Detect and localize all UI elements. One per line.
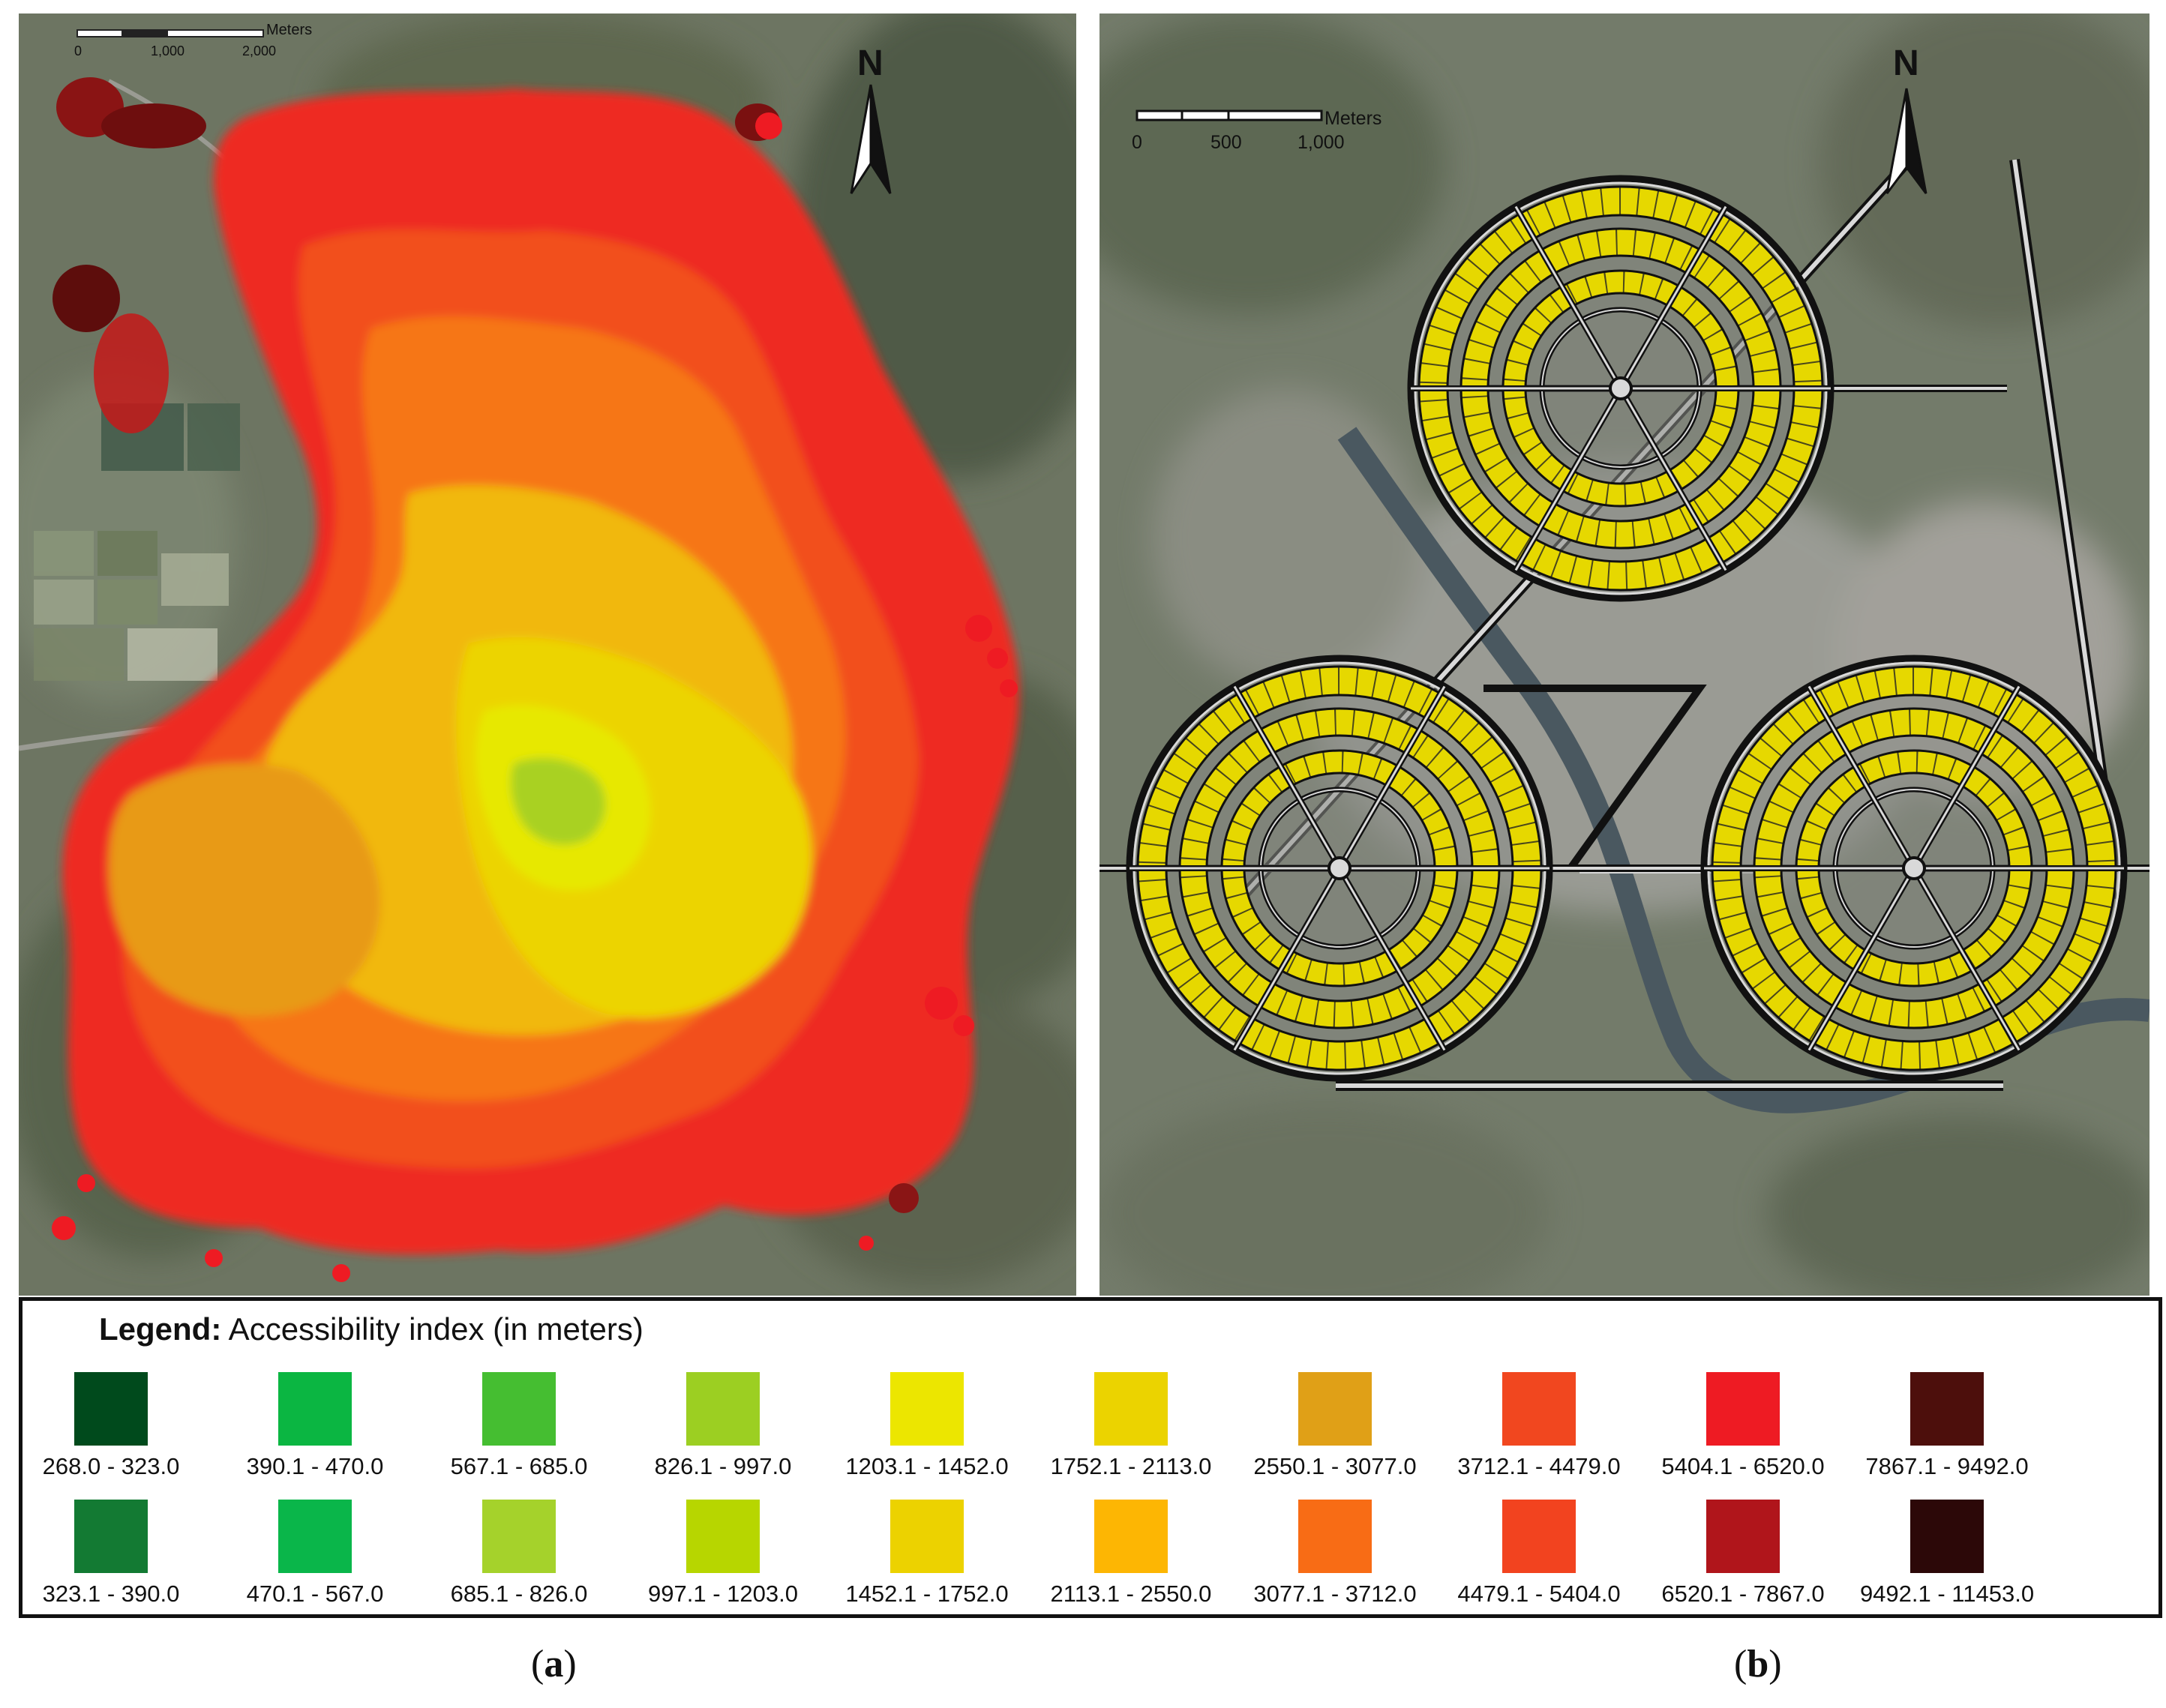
scale-unit-b: Meters xyxy=(1324,108,1382,129)
caption-a: (a) xyxy=(531,1642,577,1686)
north-arrow-b: N xyxy=(1886,43,1928,194)
north-label-b: N xyxy=(1893,43,1919,83)
legend-item: 3077.1 - 3712.0 xyxy=(1238,1500,1432,1608)
legend-item: 1452.1 - 1752.0 xyxy=(830,1500,1024,1608)
legend-label: 390.1 - 470.0 xyxy=(246,1453,384,1479)
legend-label: 470.1 - 567.0 xyxy=(246,1581,384,1607)
legend-item: 268.0 - 323.0 xyxy=(14,1372,208,1480)
legend-label: 5404.1 - 6520.0 xyxy=(1661,1453,1825,1479)
legend-item: 1752.1 - 2113.0 xyxy=(1034,1372,1228,1480)
north-arrow-a: N xyxy=(850,43,892,194)
legend-swatch xyxy=(1706,1372,1780,1446)
cluster-2 xyxy=(1700,655,2128,1082)
scale-tick-a-1: 1,000 xyxy=(151,43,184,58)
legend-label: 2113.1 - 2550.0 xyxy=(1050,1581,1212,1607)
legend-box: Legend: Accessibility index (in meters) … xyxy=(19,1297,2162,1618)
legend-item: 4479.1 - 5404.0 xyxy=(1442,1500,1636,1608)
map-panel-b: Meters 0 500 1,000 N xyxy=(1100,13,2150,1296)
model-layout-map-b: Meters 0 500 1,000 N xyxy=(1100,13,2150,1296)
scale-tick-a-2: 2,000 xyxy=(242,43,276,58)
legend-item: 3712.1 - 4479.0 xyxy=(1442,1372,1636,1480)
high-index-clusters-a xyxy=(52,77,919,1213)
scale-bar-b: Meters 0 500 1,000 xyxy=(1132,108,1382,153)
scale-bar-a: Meters 0 1,000 2,000 xyxy=(74,22,312,58)
legend-item: 826.1 - 997.0 xyxy=(626,1372,820,1480)
legend-swatch xyxy=(278,1500,352,1573)
legend-label: 1752.1 - 2113.0 xyxy=(1050,1453,1212,1479)
legend-item: 6520.1 - 7867.0 xyxy=(1646,1500,1840,1608)
legend-swatch xyxy=(890,1372,964,1446)
cluster-1 xyxy=(1126,655,1553,1082)
legend-swatch xyxy=(1094,1372,1168,1446)
legend-swatch xyxy=(1094,1500,1168,1573)
legend-item: 685.1 - 826.0 xyxy=(422,1500,616,1608)
caption-a-open: ( xyxy=(531,1643,544,1686)
legend-label: 997.1 - 1203.0 xyxy=(648,1581,798,1607)
cluster-layout xyxy=(1126,175,2128,1082)
legend-item: 9492.1 - 11453.0 xyxy=(1850,1500,2044,1608)
legend-swatch xyxy=(482,1372,556,1446)
legend-label: 7867.1 - 9492.0 xyxy=(1865,1453,2029,1479)
legend-label: 9492.1 - 11453.0 xyxy=(1859,1581,2035,1607)
legend-label: 1452.1 - 1752.0 xyxy=(845,1581,1009,1607)
legend-item: 323.1 - 390.0 xyxy=(14,1500,208,1608)
caption-a-close: ) xyxy=(563,1643,577,1686)
legend-title: Legend: Accessibility index (in meters) xyxy=(99,1311,644,1347)
legend-swatch xyxy=(1910,1372,1984,1446)
legend-label: 268.0 - 323.0 xyxy=(42,1453,180,1479)
scale-tick-a-0: 0 xyxy=(74,43,82,58)
caption-b: (b) xyxy=(1734,1642,1782,1686)
caption-b-letter: b xyxy=(1747,1643,1769,1686)
accessibility-surface-a xyxy=(62,88,1020,1255)
legend-swatch xyxy=(1502,1500,1576,1573)
legend-item: 1203.1 - 1452.0 xyxy=(830,1372,1024,1480)
legend-item: 470.1 - 567.0 xyxy=(218,1500,412,1608)
legend-label: 826.1 - 997.0 xyxy=(654,1453,792,1479)
legend-swatch xyxy=(1298,1500,1372,1573)
legend-item: 567.1 - 685.0 xyxy=(422,1372,616,1480)
legend-title-text: Accessibility index (in meters) xyxy=(221,1311,644,1347)
legend-label: 3712.1 - 4479.0 xyxy=(1457,1453,1621,1479)
legend-swatch xyxy=(1910,1500,1984,1573)
legend-swatch xyxy=(1502,1372,1576,1446)
legend-item: 390.1 - 470.0 xyxy=(218,1372,412,1480)
caption-a-letter: a xyxy=(544,1643,564,1686)
cluster-0 xyxy=(1407,175,1834,602)
caption-b-close: ) xyxy=(1768,1643,1782,1686)
scale-tick-b-0: 0 xyxy=(1132,132,1142,153)
legend-swatch xyxy=(1706,1500,1780,1573)
north-label-a: N xyxy=(857,43,884,83)
legend-swatch xyxy=(278,1372,352,1446)
legend-label: 323.1 - 390.0 xyxy=(42,1581,180,1607)
legend-item: 7867.1 - 9492.0 xyxy=(1850,1372,2044,1480)
scale-tick-b-1: 500 xyxy=(1210,132,1242,153)
scale-tick-b-2: 1,000 xyxy=(1298,132,1345,153)
legend-swatch xyxy=(686,1500,760,1573)
legend-swatch xyxy=(74,1372,148,1446)
accessibility-map-a: Meters 0 1,000 2,000 N xyxy=(19,13,1076,1296)
legend-label: 3077.1 - 3712.0 xyxy=(1253,1581,1417,1607)
point-scatter-a xyxy=(52,112,1018,1282)
legend-label: 4479.1 - 5404.0 xyxy=(1457,1581,1621,1607)
legend-title-bold: Legend: xyxy=(99,1311,222,1347)
legend-item: 2550.1 - 3077.0 xyxy=(1238,1372,1432,1480)
legend-label: 1203.1 - 1452.0 xyxy=(845,1453,1009,1479)
legend-swatch xyxy=(74,1500,148,1573)
legend-swatch xyxy=(482,1500,556,1573)
legend-swatch xyxy=(686,1372,760,1446)
legend-label: 6520.1 - 7867.0 xyxy=(1661,1581,1825,1607)
agricultural-fields-a xyxy=(34,403,240,681)
scale-unit-a: Meters xyxy=(266,22,312,38)
legend-label: 2550.1 - 3077.0 xyxy=(1253,1453,1417,1479)
legend-swatch xyxy=(890,1500,964,1573)
legend-label: 685.1 - 826.0 xyxy=(450,1581,588,1607)
legend-item: 5404.1 - 6520.0 xyxy=(1646,1372,1840,1480)
legend-item: 2113.1 - 2550.0 xyxy=(1034,1500,1228,1608)
legend-label: 567.1 - 685.0 xyxy=(450,1453,588,1479)
legend-swatch xyxy=(1298,1372,1372,1446)
legend-item: 997.1 - 1203.0 xyxy=(626,1500,820,1608)
caption-b-open: ( xyxy=(1734,1643,1748,1686)
map-panel-a: Meters 0 1,000 2,000 N xyxy=(19,13,1076,1296)
